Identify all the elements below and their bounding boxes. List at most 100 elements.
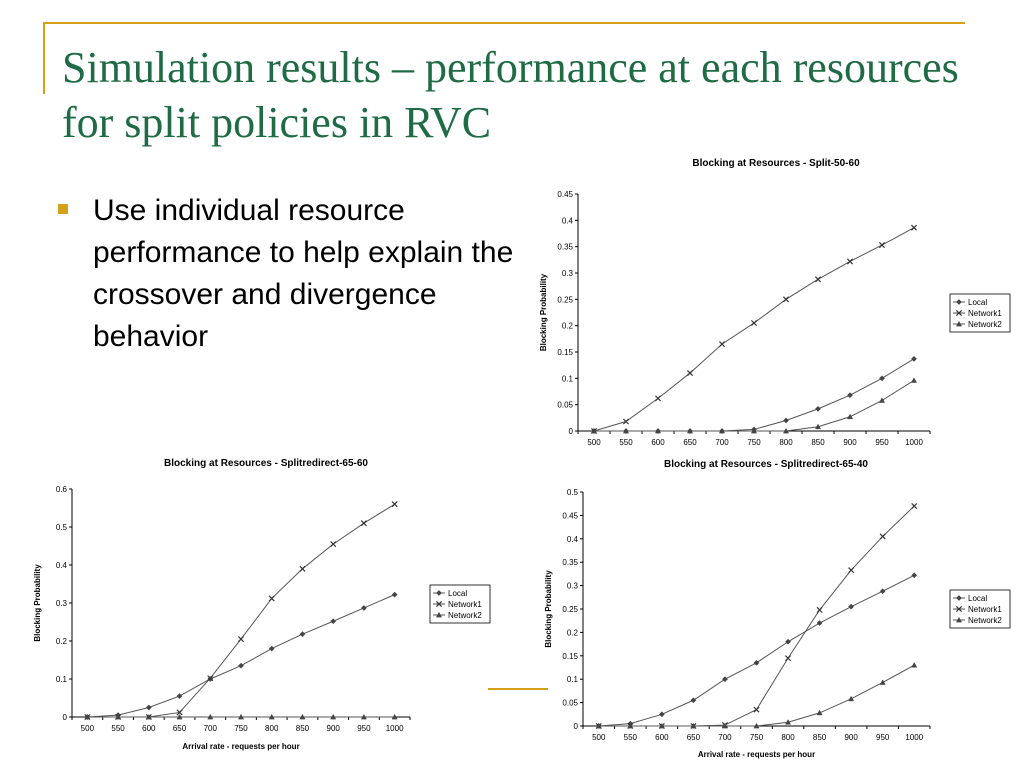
legend-label-network2: Network2: [968, 320, 1002, 329]
data-point-network1: [782, 296, 790, 303]
data-point-network2: [115, 713, 122, 720]
y-tick-label: 0.4: [56, 561, 68, 570]
y-tick-label: 0.3: [567, 582, 579, 591]
x-tick-label: 700: [718, 733, 732, 742]
series-network1: [84, 501, 398, 721]
data-point-network2: [911, 662, 918, 668]
data-point-local: [145, 704, 152, 711]
data-point-network1: [753, 706, 760, 713]
series-line-network1: [598, 505, 915, 727]
legend-label-network2: Network2: [448, 611, 482, 620]
data-point-network2: [846, 413, 854, 420]
y-tick-label: 0.05: [562, 699, 578, 708]
data-point-network2: [750, 427, 758, 434]
x-tick-label: 500: [587, 438, 601, 447]
x-tick-label: 500: [81, 724, 95, 733]
y-tick-label: 0.1: [567, 675, 579, 684]
decorative-rule: [488, 688, 548, 690]
y-tick-label: 0: [574, 722, 579, 731]
x-tick-label: 700: [204, 724, 218, 733]
data-point-network1: [686, 370, 694, 377]
chart-legend: Local Network1 Network2: [949, 589, 1011, 629]
data-point-network2: [785, 719, 792, 725]
data-point-network2: [360, 713, 367, 720]
y-tick-label: 0.3: [562, 269, 574, 278]
y-tick-label: 0.5: [567, 488, 579, 497]
x-tick-label: 750: [747, 438, 761, 447]
data-point-network2: [910, 377, 918, 383]
data-point-network1: [911, 503, 918, 510]
data-point-network1: [622, 418, 630, 425]
x-tick-label: 550: [619, 438, 633, 447]
x-tick-label: 850: [813, 733, 827, 742]
x-tick-label: 750: [234, 724, 248, 733]
data-point-local: [848, 603, 855, 610]
chart-splitredirect-65-60: Blocking at Resources - Splitredirect-65…: [33, 458, 491, 751]
data-point-local: [847, 392, 853, 399]
series-network2: [84, 713, 398, 720]
x-tick-label: 600: [142, 724, 156, 733]
data-point-local: [238, 662, 244, 669]
y-tick-label: 0.45: [562, 511, 578, 520]
data-point-local: [815, 405, 821, 412]
bullet-square-icon: [58, 204, 68, 214]
data-point-network2: [595, 722, 602, 729]
data-point-network1: [207, 675, 214, 682]
y-tick-label: 0: [569, 427, 574, 436]
data-point-network2: [782, 427, 790, 434]
series-line-network2: [594, 380, 915, 432]
data-point-local: [690, 697, 697, 704]
x-tick-label: 1000: [905, 438, 923, 447]
data-point-network2: [718, 427, 726, 434]
series-network2: [595, 662, 918, 729]
data-point-network1: [391, 501, 398, 508]
chart-title: Blocking at Resources - Split-50-60: [692, 158, 860, 169]
chart-split-50-60: Blocking at Resources - Split-50-60 0 0.05…: [539, 158, 1011, 447]
data-point-network1: [360, 520, 367, 527]
chart-splitredirect-65-40: Blocking at Resources - Splitredirect-65…: [544, 459, 1011, 759]
y-tick-label: 0.2: [567, 628, 579, 637]
y-tick-label: 0.25: [562, 605, 578, 614]
data-point-network1: [814, 276, 822, 283]
data-point-network2: [658, 722, 665, 729]
data-point-network2: [627, 722, 634, 729]
bullet-text: Use individual resource performance to h…: [93, 194, 514, 353]
data-point-network2: [299, 713, 306, 720]
data-point-network2: [590, 427, 598, 434]
series-local: [84, 591, 398, 720]
data-point-local: [816, 620, 823, 626]
data-point-local: [783, 417, 789, 424]
data-point-local: [785, 638, 791, 645]
chart-title: Blocking at Resources - Splitredirect-65…: [164, 458, 368, 469]
data-point-network1: [878, 242, 886, 249]
data-point-network2: [84, 713, 91, 720]
y-tick-label: 0.35: [557, 243, 573, 252]
x-tick-label: 950: [876, 733, 890, 742]
data-point-local: [176, 693, 183, 700]
y-axis-label: Blocking Probability: [544, 570, 553, 648]
data-point-local: [658, 711, 665, 718]
y-tick-label: 0: [63, 713, 68, 722]
series-local: [595, 572, 918, 729]
data-point-network2: [814, 423, 822, 430]
y-tick-label: 0.3: [56, 599, 68, 608]
x-tick-label: 900: [327, 724, 341, 733]
data-point-network2: [816, 709, 823, 716]
data-point-network2: [237, 713, 245, 720]
y-tick-label: 0.1: [56, 675, 68, 684]
data-point-network1: [848, 567, 855, 574]
x-tick-label: 700: [715, 438, 729, 447]
data-point-local: [268, 645, 275, 652]
x-tick-label: 950: [357, 724, 371, 733]
data-point-network1: [785, 655, 792, 662]
y-tick-label: 0.2: [56, 637, 68, 646]
data-point-local: [391, 591, 398, 598]
y-tick-label: 0.1: [562, 374, 574, 383]
series-local: [591, 355, 917, 434]
data-point-network2: [879, 679, 886, 685]
series-line-network1: [593, 227, 915, 432]
data-point-network2: [176, 713, 183, 720]
title-rule-left: [43, 22, 45, 94]
data-point-network2: [848, 695, 855, 702]
legend-label-network2: Network2: [968, 616, 1002, 625]
